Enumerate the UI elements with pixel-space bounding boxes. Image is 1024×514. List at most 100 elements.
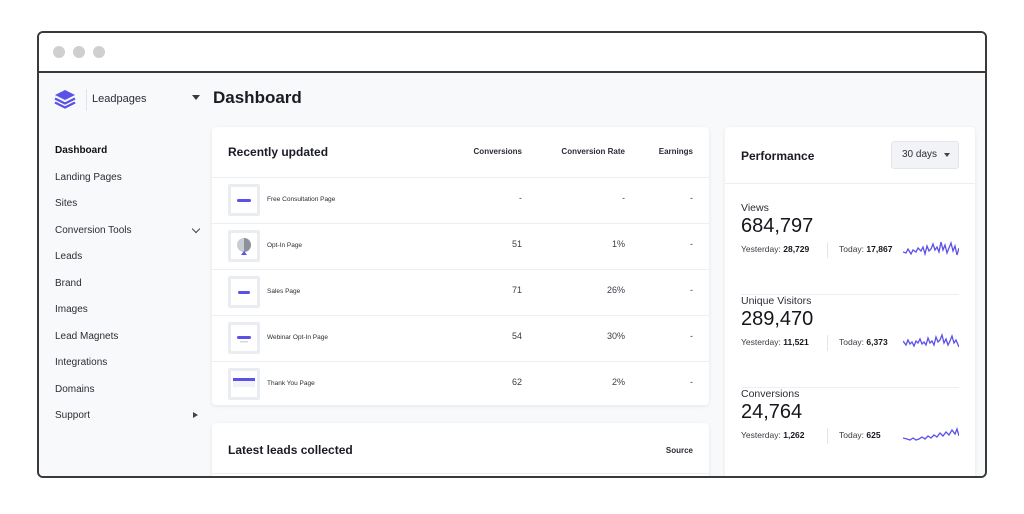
page-name[interactable]: Opt-In Page <box>267 242 303 249</box>
sparkline <box>903 240 959 257</box>
window-dot <box>73 46 85 58</box>
metric-today: Today: 17,867 <box>839 244 893 254</box>
conversion-rate-value: - <box>622 193 625 203</box>
sidebar-item-integrations[interactable]: Integrations <box>55 350 205 377</box>
metric-today: Today: 625 <box>839 430 881 440</box>
page-thumbnail <box>228 230 260 262</box>
latest-leads-card: Latest leads collected Source <box>212 423 709 476</box>
page-thumbnail <box>228 276 260 308</box>
conversions-value: 54 <box>511 331 522 341</box>
divider <box>741 387 959 388</box>
table-row[interactable]: Sales Page 71 26% - <box>212 270 709 316</box>
sidebar-item-images[interactable]: Images <box>55 297 205 324</box>
page-thumbnail <box>228 322 260 354</box>
earnings-value: - <box>690 239 693 249</box>
earnings-value: - <box>690 285 693 295</box>
card-title: Performance <box>741 149 815 163</box>
conversions-value: 62 <box>511 377 522 387</box>
metric-label: Unique Visitors <box>741 295 812 307</box>
date-range-value: 30 days <box>902 149 938 160</box>
divider <box>827 242 828 258</box>
sidebar-nav: Dashboard Landing Pages Sites Conversion… <box>55 138 205 430</box>
sidebar-item-label: Landing Pages <box>55 171 122 183</box>
divider <box>741 294 959 295</box>
window-titlebar <box>39 33 985 73</box>
page-name[interactable]: Webinar Opt-In Page <box>267 334 328 341</box>
page-name[interactable]: Thank You Page <box>267 380 315 387</box>
card-title: Recently updated <box>228 145 329 159</box>
metric-value: 684,797 <box>741 215 814 237</box>
column-header-earnings: Earnings <box>658 147 693 156</box>
sidebar-item-label: Sites <box>55 198 78 209</box>
sidebar-item-dashboard[interactable]: Dashboard <box>55 138 205 165</box>
sidebar-item-label: Integrations <box>55 357 108 368</box>
recently-updated-card: Recently updated Conversions Conversion … <box>212 127 709 405</box>
caret-down-icon <box>192 95 200 100</box>
table-row[interactable]: Webinar Opt-In Page 54 30% - <box>212 316 709 362</box>
sparkline <box>903 332 959 348</box>
page-thumbnail <box>228 368 260 400</box>
sidebar-item-brand[interactable]: Brand <box>55 271 205 298</box>
page-name[interactable]: Sales Page <box>267 288 301 295</box>
conversions-value: 51 <box>511 239 522 249</box>
sidebar-item-label: Support <box>55 410 91 421</box>
sidebar-item-label: Domains <box>55 383 95 395</box>
metric-today: Today: 6,373 <box>839 337 888 347</box>
earnings-value: - <box>690 377 693 387</box>
metric-value: 289,470 <box>741 308 814 330</box>
metric-views: Views 684,797 Yesterday: 28,729 Today: 1… <box>741 202 959 295</box>
table-row[interactable]: Thank You Page 62 2% - <box>212 362 709 408</box>
metric-yesterday: Yesterday: 1,262 <box>741 430 805 440</box>
performance-card: Performance 30 days Views 684,797 Yester… <box>725 127 975 476</box>
table-row[interactable]: Opt-In Page 51 1% - <box>212 224 709 270</box>
table-row[interactable]: Free Consultation Page - - - <box>212 178 709 224</box>
divider <box>212 177 709 178</box>
conversion-rate-value: 26% <box>606 285 625 295</box>
page-name[interactable]: Free Consultation Page <box>267 196 336 203</box>
page-thumbnail <box>228 184 260 216</box>
chevron-down-icon <box>191 224 201 233</box>
divider <box>86 89 87 111</box>
sidebar-item-label: Lead Magnets <box>55 330 119 342</box>
window-dot <box>93 46 105 58</box>
workspace-name: Leadpages <box>92 93 147 105</box>
metric-yesterday: Yesterday: 28,729 <box>741 244 810 254</box>
column-header-conversions: Conversions <box>473 147 522 156</box>
date-range-select[interactable]: 30 days <box>891 141 959 169</box>
metric-label: Views <box>741 202 769 214</box>
window-dot <box>53 46 65 58</box>
conversion-rate-value: 1% <box>611 239 625 249</box>
conversions-value: 71 <box>511 285 522 295</box>
earnings-value: - <box>690 193 693 203</box>
metric-unique-visitors: Unique Visitors 289,470 Yesterday: 11,52… <box>741 295 959 388</box>
caret-down-icon <box>944 153 950 157</box>
metric-yesterday: Yesterday: 11,521 <box>741 337 809 347</box>
sidebar-item-leads[interactable]: Leads <box>55 244 205 271</box>
app: Leadpages Dashboard Landing Pages Sites … <box>39 73 985 476</box>
sidebar-item-domains[interactable]: Domains <box>55 377 205 404</box>
divider <box>725 183 975 184</box>
card-title: Latest leads collected <box>228 443 353 457</box>
sidebar-item-label: Leads <box>55 251 83 262</box>
column-header-conversion-rate: Conversion Rate <box>561 147 625 156</box>
divider <box>827 428 828 444</box>
workspace-switcher[interactable]: Leadpages <box>54 87 204 111</box>
sidebar-item-landing-pages[interactable]: Landing Pages <box>55 165 205 192</box>
sidebar-item-label: Brand <box>55 277 82 289</box>
sidebar-item-support[interactable]: Support <box>55 403 205 430</box>
layers-icon <box>54 90 76 109</box>
page-title: Dashboard <box>213 88 302 107</box>
metric-value: 24,764 <box>741 401 803 423</box>
conversions-value: - <box>519 193 522 203</box>
sidebar-item-lead-magnets[interactable]: Lead Magnets <box>55 324 205 351</box>
caret-right-icon <box>193 412 198 418</box>
browser-window: Leadpages Dashboard Landing Pages Sites … <box>37 31 987 478</box>
divider <box>212 473 709 474</box>
sparkline <box>903 426 959 441</box>
divider <box>827 335 828 351</box>
column-header-source: Source <box>665 446 693 455</box>
sidebar-item-label: Conversion Tools <box>55 224 132 236</box>
sidebar-item-sites[interactable]: Sites <box>55 191 205 218</box>
sidebar-item-conversion-tools[interactable]: Conversion Tools <box>55 218 205 245</box>
metric-label: Conversions <box>741 388 800 400</box>
